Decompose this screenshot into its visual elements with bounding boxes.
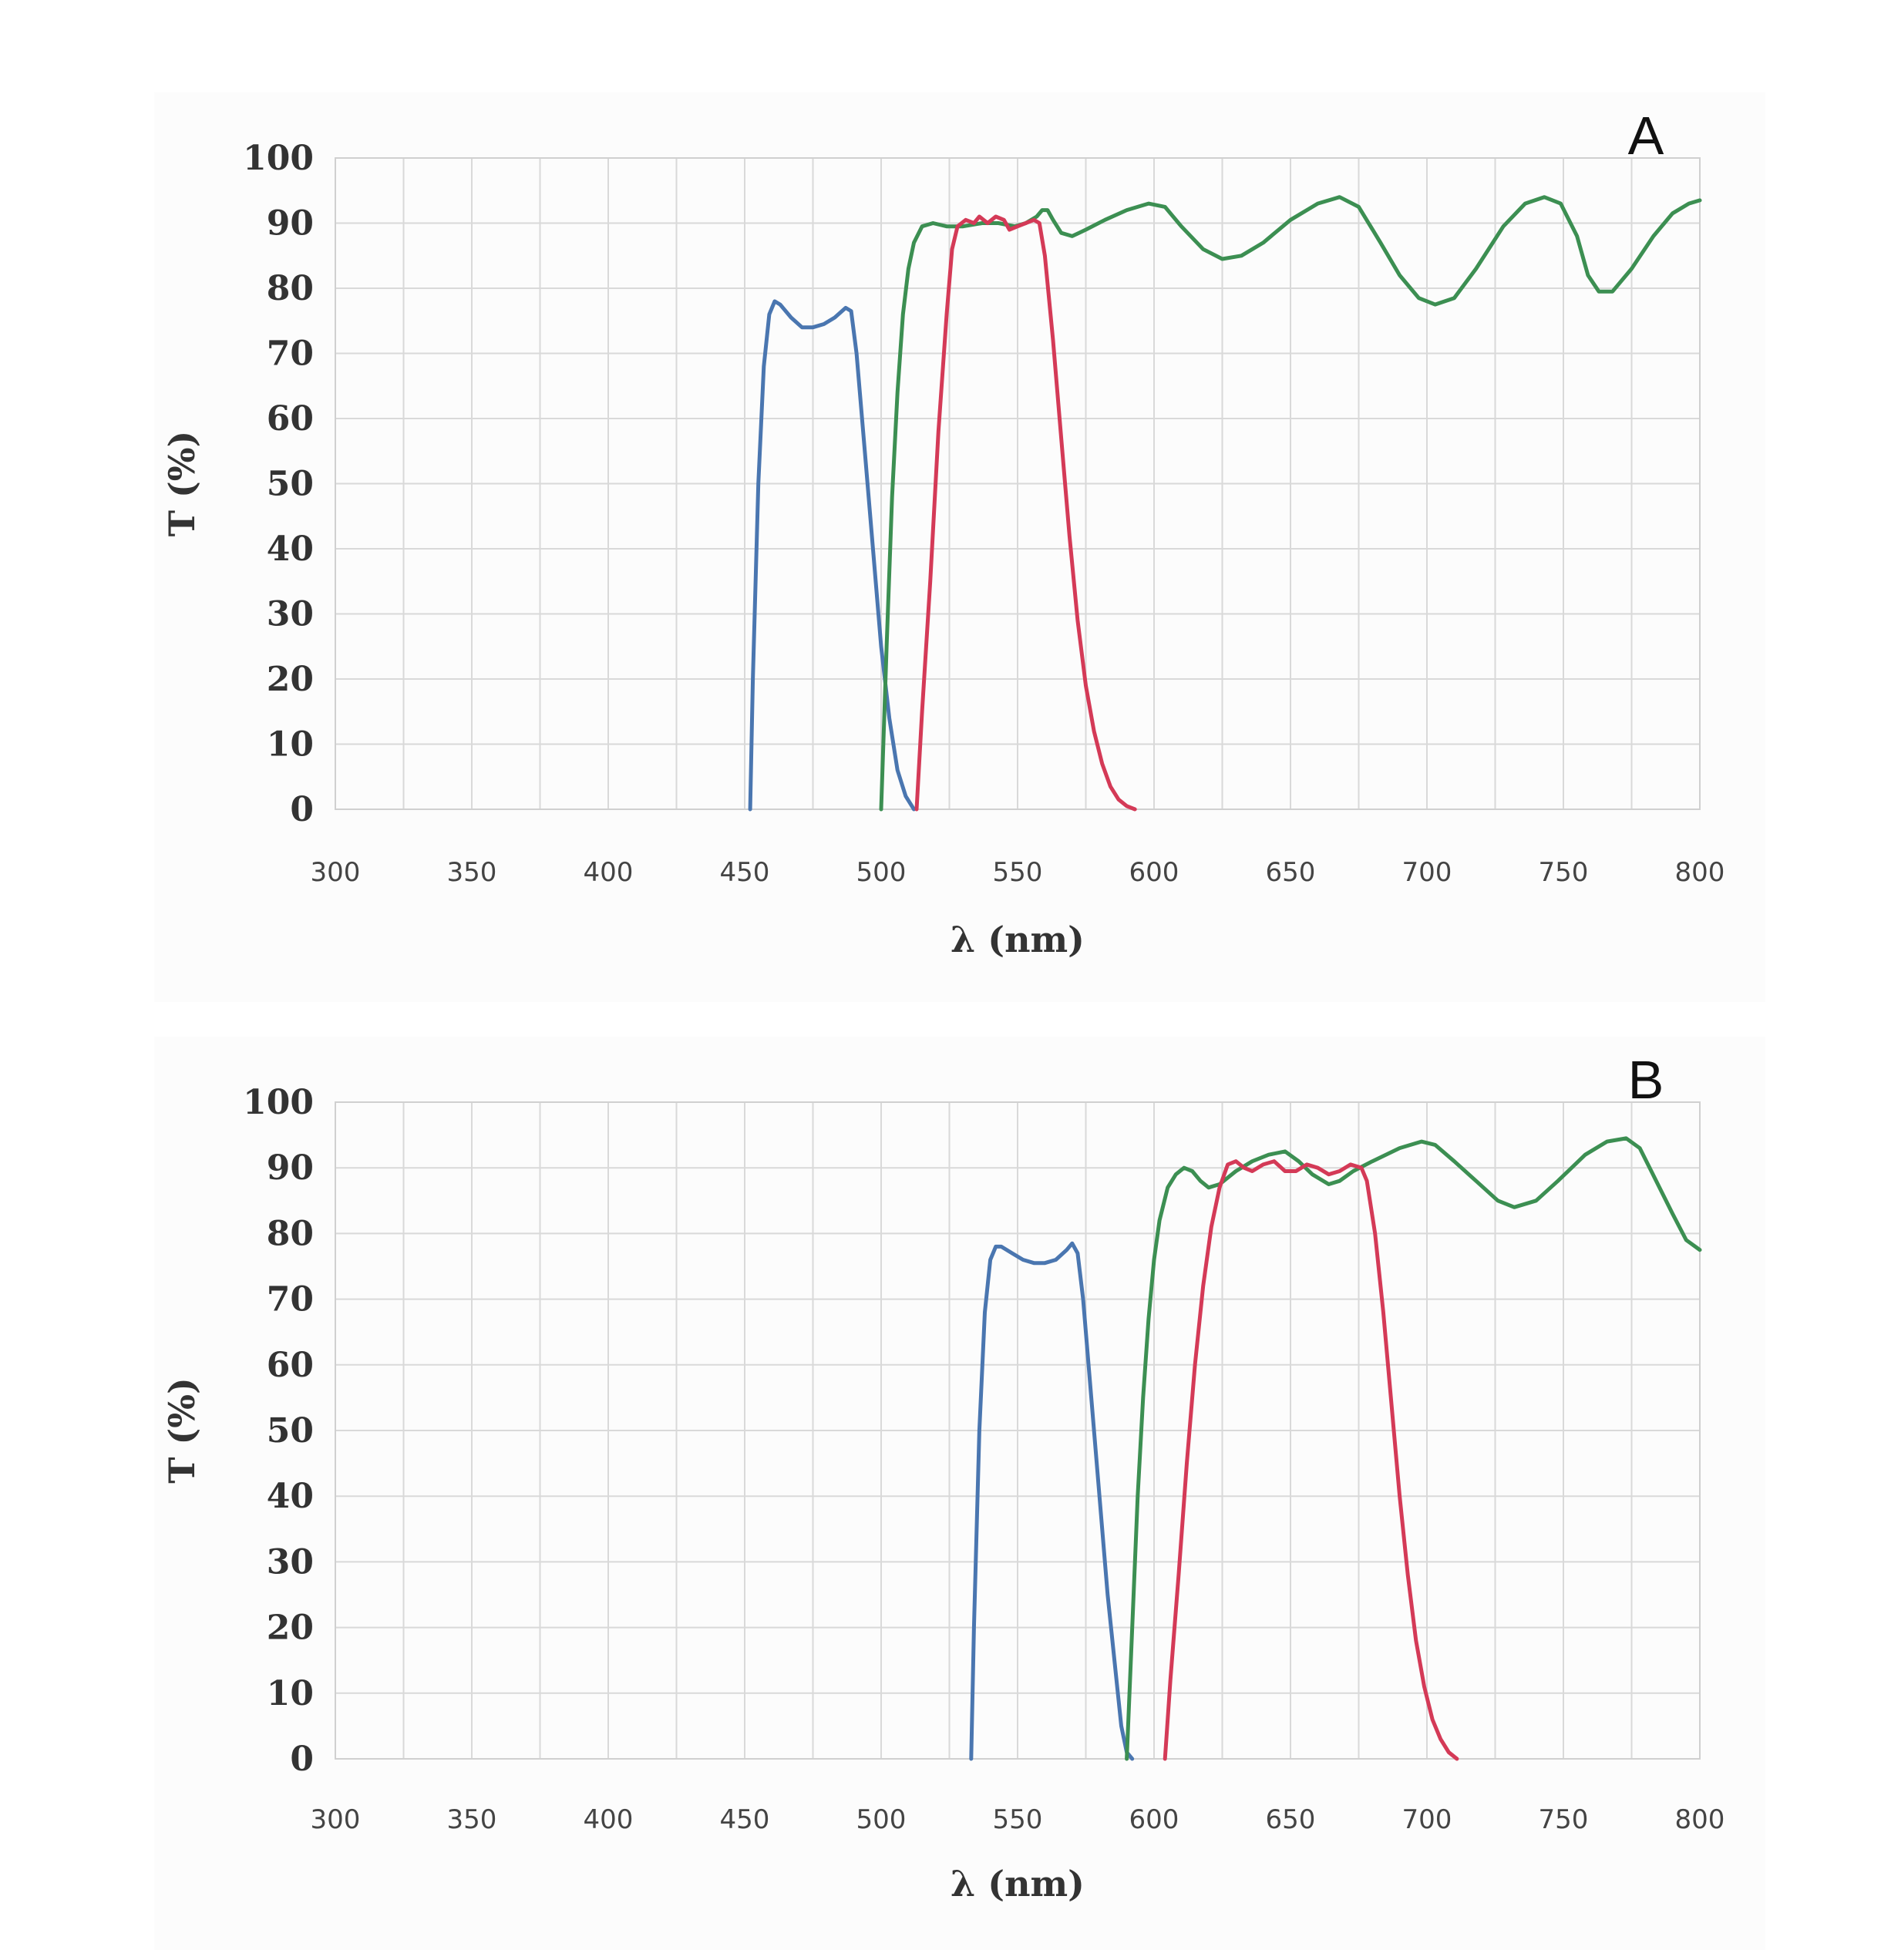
y-tick-label: 0 (290, 1740, 314, 1779)
x-tick-label: 350 (447, 857, 497, 888)
y-tick-label: 80 (267, 269, 314, 308)
y-tick-label: 90 (267, 204, 314, 244)
x-tick-label: 750 (1539, 857, 1589, 888)
y-tick-label: 60 (267, 1346, 314, 1385)
x-tick-label: 650 (1266, 1804, 1316, 1835)
series-line-green (1125, 1136, 1702, 1761)
series-line-red (1163, 1159, 1459, 1761)
x-axis-title: λ (nm) (951, 919, 1085, 960)
y-tick-label: 90 (267, 1148, 314, 1188)
y-tick-label: 100 (243, 1083, 314, 1122)
y-tick-label: 100 (243, 139, 314, 178)
y-tick-label: 80 (267, 1214, 314, 1253)
y-tick-label: 30 (267, 1542, 314, 1582)
y-axis-title: T (%) (161, 1377, 203, 1483)
x-tick-label: 800 (1675, 1804, 1725, 1835)
y-tick-label: 40 (267, 1477, 314, 1516)
y-tick-label: 20 (267, 660, 314, 699)
y-tick-label: 40 (267, 530, 314, 569)
x-tick-label: 800 (1675, 857, 1725, 888)
series-line-red (914, 214, 1137, 812)
y-tick-label: 50 (267, 1411, 314, 1451)
panel-label: A (1628, 106, 1664, 166)
y-tick-label: 60 (267, 399, 314, 439)
panel-label: B (1628, 1050, 1664, 1110)
x-tick-label: 400 (584, 857, 634, 888)
x-tick-label: 450 (720, 857, 770, 888)
x-tick-label: 550 (993, 857, 1043, 888)
y-tick-label: 10 (267, 1674, 314, 1713)
x-tick-label: 750 (1539, 1804, 1589, 1835)
y-tick-label: 70 (267, 1280, 314, 1320)
x-tick-label: 300 (311, 857, 361, 888)
y-tick-label: 50 (267, 465, 314, 504)
series-line-blue (969, 1241, 1135, 1761)
x-tick-label: 400 (584, 1804, 634, 1835)
y-tick-label: 0 (290, 790, 314, 829)
x-tick-label: 450 (720, 1804, 770, 1835)
y-tick-label: 70 (267, 335, 314, 374)
x-tick-label: 500 (856, 1804, 907, 1835)
y-tick-label: 30 (267, 595, 314, 634)
panel-background (154, 1037, 1765, 1950)
panel-b: 0 10 20 30 40 50 60 70 80 90 100 300 350 400 450 500 550… (154, 1037, 1765, 1950)
x-tick-label: 650 (1266, 857, 1316, 888)
plot-frame (335, 1101, 1701, 1760)
plot-frame (335, 157, 1701, 810)
panel-background (154, 92, 1765, 1002)
y-tick-label: 10 (267, 725, 314, 765)
x-tick-label: 700 (1402, 857, 1452, 888)
x-tick-label: 600 (1129, 857, 1179, 888)
series-line-green (879, 195, 1702, 812)
x-tick-label: 700 (1402, 1804, 1452, 1835)
x-tick-label: 500 (856, 857, 907, 888)
x-tick-label: 350 (447, 1804, 497, 1835)
x-tick-label: 550 (993, 1804, 1043, 1835)
y-tick-label: 20 (267, 1609, 314, 1648)
y-axis-title: T (%) (161, 431, 203, 536)
x-tick-label: 300 (311, 1804, 361, 1835)
x-axis-title: λ (nm) (951, 1863, 1085, 1905)
panel-a: 0 10 20 30 40 50 60 70 80 90 100 300 350 400 450 500 550… (154, 92, 1765, 1002)
x-tick-label: 600 (1129, 1804, 1179, 1835)
